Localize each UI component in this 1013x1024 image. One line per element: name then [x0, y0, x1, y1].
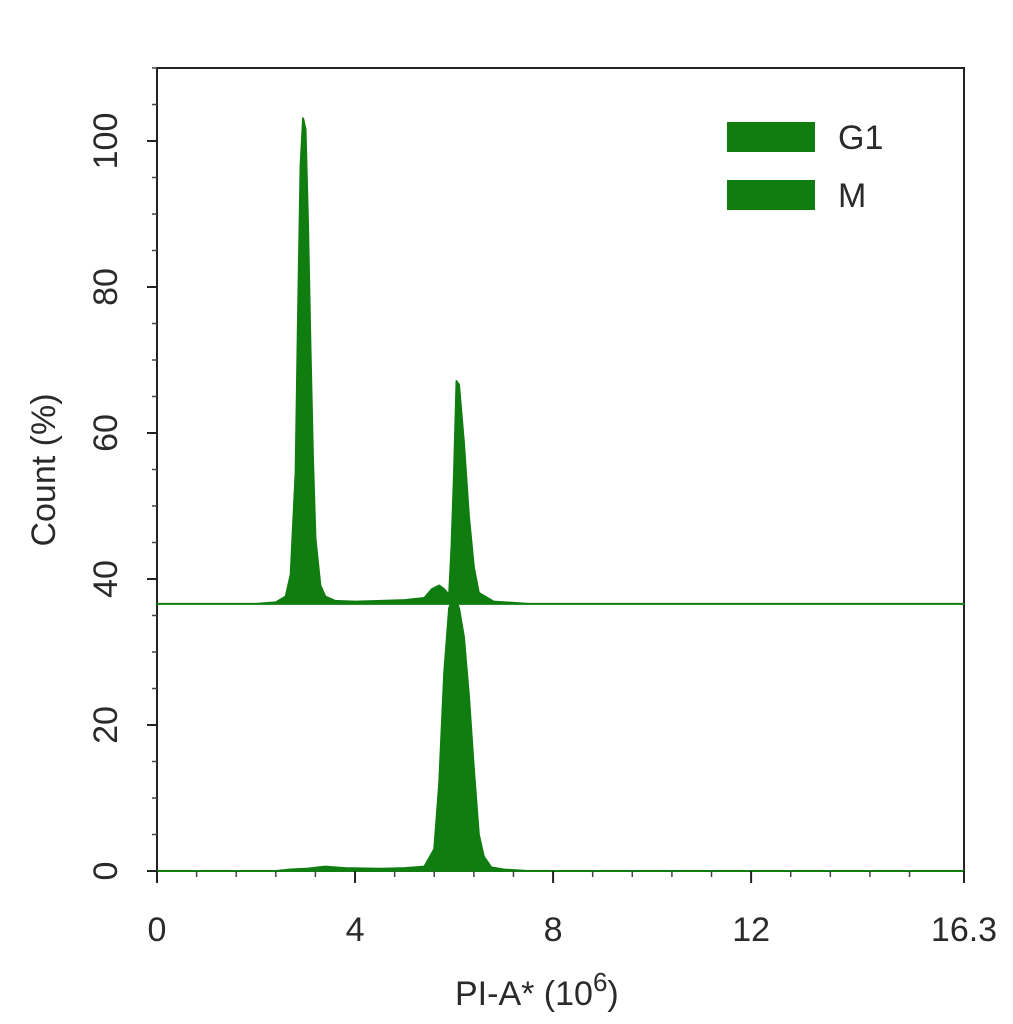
legend-label-g1: G1: [838, 119, 883, 157]
y-tick-label: 0: [87, 862, 125, 881]
y-tick-label: 100: [87, 113, 125, 170]
x-tick-label: 12: [732, 911, 770, 949]
series-layer: [156, 117, 965, 872]
y-tick-label: 60: [87, 414, 125, 452]
x-tick-label: 8: [544, 911, 563, 949]
y-tick-label: 80: [87, 268, 125, 306]
legend: G1 M: [727, 119, 883, 215]
x-tick-label: 4: [346, 911, 365, 949]
legend-swatch-m: [727, 180, 815, 210]
x-axis-title-main: PI-A* (10: [455, 975, 593, 1013]
x-axis-title-close: ): [607, 975, 618, 1013]
series-area-m: [156, 594, 965, 872]
legend-label-m: M: [838, 177, 866, 215]
y-tick-label: 40: [87, 560, 125, 598]
y-axis-title: Count (%): [25, 393, 63, 546]
x-tick-label: 16.3: [931, 911, 997, 949]
x-axis-title-exponent: 6: [593, 967, 607, 997]
x-tick-label: 0: [148, 911, 167, 949]
x-axis-title: PI-A* (106): [455, 967, 619, 1013]
legend-swatch-g1: [727, 122, 815, 152]
series-area-g1: [156, 117, 965, 605]
y-tick-label: 20: [87, 706, 125, 744]
tick-layer: 0 4 8 12 16.3 0 20 40 60 80 100: [87, 67, 997, 949]
